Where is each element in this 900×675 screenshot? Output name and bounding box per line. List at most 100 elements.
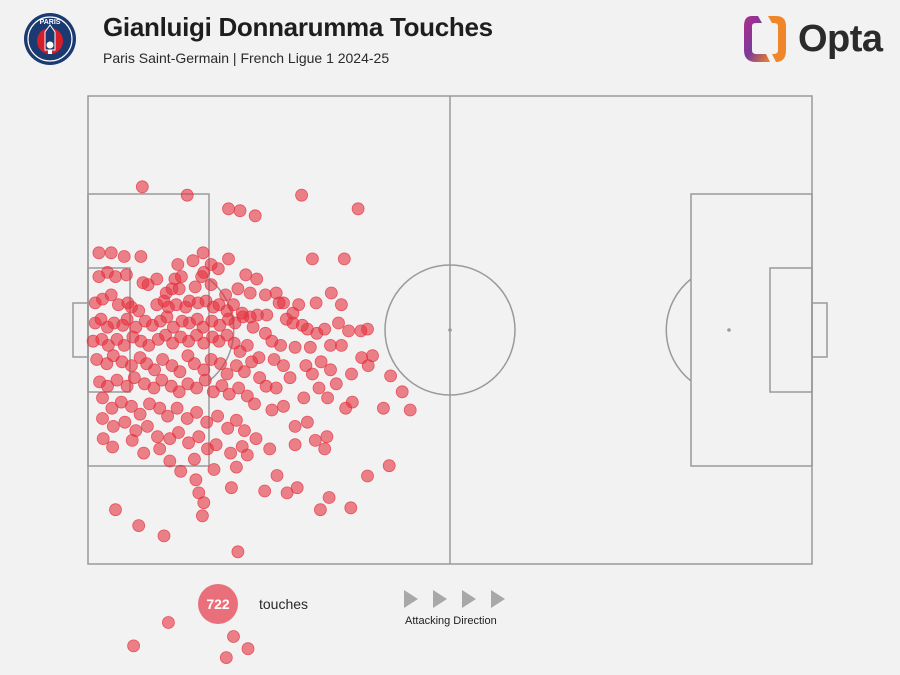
touch-point	[137, 446, 151, 460]
touch-point	[127, 639, 141, 653]
touch-point	[180, 188, 194, 202]
touch-point	[318, 442, 332, 456]
touch-point	[92, 246, 106, 260]
touch-point	[395, 385, 409, 399]
touch-point	[267, 353, 281, 366]
touch-point	[96, 412, 109, 425]
touch-point	[96, 432, 110, 446]
touch-point	[274, 338, 288, 352]
touch-point	[117, 250, 131, 263]
touch-point	[120, 268, 133, 282]
touch-point	[170, 401, 184, 415]
touch-points	[86, 180, 417, 664]
touch-point	[243, 286, 257, 300]
left-penalty-arc	[208, 278, 235, 382]
touch-point	[366, 349, 379, 363]
touch-point	[110, 373, 124, 387]
touch-point	[272, 296, 286, 310]
touch-point	[124, 359, 138, 373]
opta-logo-icon: Opta	[740, 10, 885, 70]
touch-point	[351, 202, 365, 216]
touch-point	[265, 403, 279, 417]
touch-count-bubble: 722	[198, 584, 238, 624]
touch-point	[309, 296, 323, 310]
touch-point	[204, 278, 218, 292]
touch-point	[192, 430, 206, 444]
touch-point	[222, 387, 236, 401]
touch-point	[269, 381, 283, 395]
touch-point	[159, 328, 172, 342]
touch-point	[120, 312, 134, 326]
touch-point	[240, 338, 254, 352]
touch-point	[196, 246, 210, 260]
touch-point	[250, 272, 264, 286]
play-arrow-icon	[404, 590, 418, 608]
touch-point	[125, 433, 139, 447]
touch-point	[209, 438, 223, 452]
touch-point	[253, 371, 267, 385]
touch-point	[198, 373, 212, 387]
touch-point	[248, 397, 261, 411]
touch-point	[227, 630, 240, 643]
touch-point	[109, 270, 122, 284]
touch-point	[376, 401, 390, 415]
touch-point	[277, 399, 290, 413]
touch-point	[258, 288, 272, 302]
touch-point	[345, 367, 358, 381]
touch-point	[173, 365, 187, 379]
legend: 722 touches Attacking Direction	[0, 580, 900, 640]
touch-point	[224, 446, 238, 460]
touch-point	[140, 419, 154, 433]
touch-point	[147, 381, 161, 395]
touch-point	[345, 395, 359, 409]
left-goal	[72, 302, 89, 358]
touch-point	[109, 503, 122, 517]
touch-point	[161, 409, 175, 423]
touch-point	[211, 409, 225, 423]
touch-point	[248, 209, 262, 223]
touch-point	[215, 379, 229, 393]
touch-point	[188, 280, 202, 294]
touch-point	[165, 282, 179, 296]
touch-point	[151, 430, 164, 444]
touch-point	[332, 316, 345, 330]
touch-point	[174, 464, 188, 478]
touch-point	[258, 484, 272, 498]
touch-point	[229, 460, 243, 474]
touch-point	[197, 496, 211, 510]
touch-point	[160, 310, 174, 324]
touch-point	[312, 381, 326, 395]
touch-point	[288, 340, 302, 354]
touch-point	[219, 288, 233, 302]
touch-point	[141, 278, 155, 292]
attacking-direction-label: Attacking Direction	[405, 615, 497, 627]
touch-point	[211, 262, 225, 276]
touch-point	[190, 328, 204, 342]
touch-point	[260, 308, 274, 322]
right-goal	[811, 302, 828, 358]
touch-point	[288, 438, 302, 452]
header: PARIS Gianluigi Donnarumma Touches Paris…	[0, 0, 900, 80]
touch-point	[190, 381, 204, 395]
touch-point	[246, 320, 260, 334]
touch-point	[321, 391, 335, 405]
touch-point	[200, 415, 214, 429]
touch-point	[224, 481, 238, 495]
touch-point	[106, 349, 120, 363]
touch-point	[134, 250, 148, 263]
touch-point	[155, 373, 169, 387]
touch-point	[153, 401, 167, 415]
touch-point	[156, 353, 170, 366]
play-arrow-icon	[462, 590, 476, 608]
touch-point	[382, 459, 396, 473]
touch-point	[206, 385, 220, 399]
right-penalty-arc	[665, 278, 692, 382]
right-six-yard-box	[769, 267, 813, 393]
touch-point	[120, 379, 134, 393]
touch-point	[240, 389, 254, 403]
touch-point	[153, 442, 167, 456]
touch-point	[334, 338, 348, 352]
touch-point	[220, 367, 234, 381]
psg-crest-icon: PARIS	[23, 12, 77, 66]
